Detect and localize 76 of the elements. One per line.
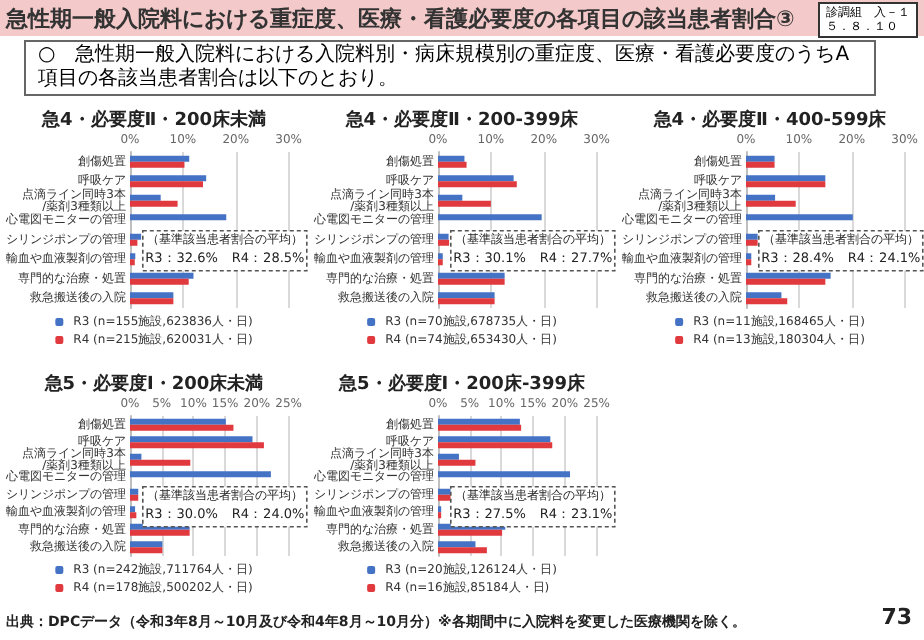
bar	[746, 194, 776, 201]
bar	[130, 547, 163, 554]
bar	[438, 292, 495, 299]
bar	[438, 272, 505, 279]
chart-title: 急4・必要度Ⅱ・200床未満	[40, 109, 266, 131]
bar	[438, 418, 520, 425]
bar	[746, 155, 775, 162]
bar	[438, 278, 505, 285]
bar	[438, 488, 451, 495]
chart-title: 急4・必要度Ⅱ・200-399床	[343, 109, 581, 131]
bar	[438, 436, 551, 443]
bar	[438, 181, 517, 188]
bar	[746, 233, 758, 240]
bar	[130, 442, 264, 449]
bar	[438, 494, 451, 501]
bar	[130, 459, 191, 466]
bar	[746, 298, 788, 305]
bar	[130, 233, 142, 240]
bar	[130, 194, 161, 201]
bar	[746, 272, 831, 279]
bar	[746, 239, 758, 246]
bar	[130, 418, 226, 425]
bar	[130, 471, 271, 478]
bar	[130, 161, 185, 168]
bar	[130, 239, 138, 246]
bar	[438, 200, 491, 207]
bar	[438, 442, 553, 449]
chart-title: 急4・必要度Ⅱ・400-599床	[651, 109, 889, 131]
bar	[438, 161, 467, 168]
bar	[130, 494, 139, 501]
chart-title: 急5・必要度Ⅰ・200床未満	[42, 373, 264, 395]
bar	[438, 547, 487, 554]
bar	[438, 453, 459, 460]
bar	[130, 200, 178, 207]
bar	[130, 292, 174, 299]
bar	[130, 272, 194, 279]
bar	[746, 214, 853, 221]
bar	[438, 529, 503, 536]
bar	[130, 529, 190, 536]
bar	[746, 292, 782, 299]
bar	[746, 175, 826, 182]
bar	[130, 436, 253, 443]
bar	[130, 298, 174, 305]
bar	[438, 214, 542, 221]
bar	[130, 512, 137, 519]
bar	[130, 506, 136, 513]
bar	[130, 253, 136, 260]
bar	[746, 181, 826, 188]
bar	[438, 155, 465, 162]
bar	[438, 175, 514, 182]
bar	[438, 298, 495, 305]
bar	[438, 541, 476, 548]
bar	[130, 155, 190, 162]
bar	[746, 161, 775, 168]
bar	[130, 181, 203, 188]
bar	[130, 453, 142, 460]
bar	[746, 278, 826, 285]
bar	[746, 259, 752, 266]
bar	[130, 214, 227, 221]
bar	[438, 239, 450, 246]
bar	[746, 200, 796, 207]
bar	[130, 541, 163, 548]
bar	[130, 424, 234, 431]
bar	[130, 488, 139, 495]
bar	[438, 424, 522, 431]
bar	[438, 233, 449, 240]
text: ○ 急性期一般入院料における入院料別・病床規模別の重症度、医療・看護必要度のうちA項目の各該当患者割合は以下のとおり。	[24, 40, 876, 96]
bar	[438, 471, 571, 478]
bar	[438, 459, 476, 466]
bar	[130, 175, 207, 182]
bar	[438, 194, 463, 201]
bar	[746, 253, 752, 260]
text: 73	[881, 604, 912, 630]
text: 急性期一般入院料における重症度、医療・看護必要度の各項目の該当患者割合③	[6, 4, 795, 34]
bar	[130, 278, 189, 285]
chart-title: 急5・必要度Ⅰ・200床-399床	[337, 373, 587, 395]
